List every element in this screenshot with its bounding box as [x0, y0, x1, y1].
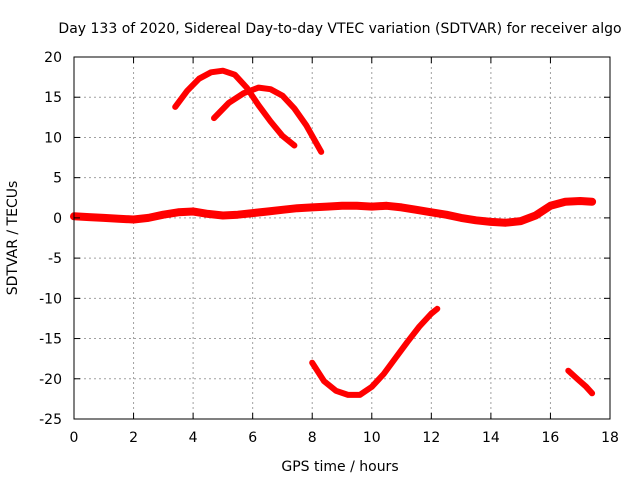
- axis-ticks: 0 2 4 6 8 10 12 14 16 18 20 15 10 5 0 -5 -10 -15 -20 -25: [39, 50, 619, 446]
- x-tick-label: 2: [129, 430, 138, 446]
- y-tick-label: 10: [44, 130, 62, 146]
- y-tick-label: -20: [39, 372, 62, 388]
- series-arc-2: [211, 84, 325, 155]
- data-series-group: [70, 67, 597, 398]
- series-arc-1: [172, 67, 298, 149]
- x-tick-label: 16: [542, 430, 560, 446]
- y-tick-label: -25: [39, 412, 62, 428]
- series-trace-main: [70, 197, 597, 227]
- x-axis-label: GPS time / hours: [281, 459, 398, 475]
- y-tick-label: -10: [39, 291, 62, 307]
- y-tick-label: -15: [39, 332, 62, 348]
- series-arc-3: [309, 305, 441, 398]
- y-tick-label: 0: [53, 211, 62, 227]
- series-arc-4: [565, 367, 596, 397]
- y-tick-label: -5: [48, 251, 62, 267]
- y-tick-label: 20: [44, 50, 62, 66]
- chart-title: Day 133 of 2020, Sidereal Day-to-day VTE…: [58, 21, 621, 37]
- x-tick-label: 4: [189, 430, 198, 446]
- x-tick-label: 10: [363, 430, 381, 446]
- x-tick-label: 18: [601, 430, 619, 446]
- y-tick-label: 15: [44, 90, 62, 106]
- x-tick-label: 0: [70, 430, 79, 446]
- y-tick-label: 5: [53, 171, 62, 187]
- x-tick-label: 6: [248, 430, 257, 446]
- y-axis-label: SDTVAR / TECUs: [5, 181, 21, 296]
- x-tick-label: 8: [308, 430, 317, 446]
- x-tick-label: 12: [422, 430, 440, 446]
- grid-lines: [74, 57, 610, 419]
- plot-frame: [73, 56, 611, 420]
- x-tick-label: 14: [482, 430, 500, 446]
